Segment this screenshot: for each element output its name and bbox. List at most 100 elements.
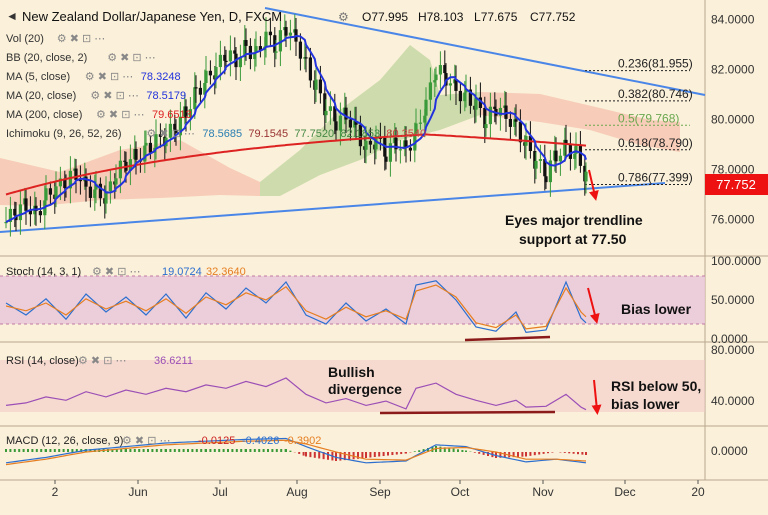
ohlc-l: L77.675 bbox=[474, 10, 518, 24]
candle-body bbox=[88, 186, 92, 198]
candle-body bbox=[568, 144, 572, 159]
x-axis-label: Dec bbox=[614, 485, 635, 499]
candle-body bbox=[134, 149, 138, 160]
candle-body bbox=[248, 45, 252, 60]
fib-level-label: 0.5(79.768) bbox=[618, 111, 679, 125]
indicator-value: 78.5685 bbox=[202, 128, 242, 140]
indicator-controls-icon[interactable]: ⚙ ✖ ⊡ ⋯ bbox=[107, 52, 155, 64]
candle-body bbox=[278, 30, 282, 52]
candle-body bbox=[94, 183, 98, 190]
candle-body bbox=[238, 57, 242, 68]
candle-body bbox=[223, 54, 227, 61]
collapse-arrow-icon[interactable]: ◄ bbox=[6, 9, 18, 23]
candle-body bbox=[123, 160, 127, 162]
candle-body bbox=[158, 134, 162, 137]
indicator-controls-icon[interactable]: ⚙ ✖ ⊡ ⋯ bbox=[96, 109, 144, 121]
macd-icons[interactable]: ⚙ ✖ ⊡ ⋯ bbox=[122, 435, 170, 447]
candle-body bbox=[538, 159, 542, 161]
candle-body bbox=[154, 134, 158, 148]
candle-body bbox=[143, 145, 147, 162]
candle-body bbox=[203, 83, 207, 95]
candle-body bbox=[258, 46, 262, 51]
indicator-value: 79.6513 bbox=[152, 109, 192, 121]
candle-body bbox=[118, 160, 122, 179]
candle-body bbox=[338, 115, 342, 131]
candle-body bbox=[554, 150, 558, 162]
candle-body bbox=[484, 124, 488, 129]
stoch-tick: 100.0000 bbox=[711, 254, 761, 268]
candle-body bbox=[178, 116, 182, 136]
indicator-controls-icon[interactable]: ⚙ ✖ ⊡ ⋯ bbox=[85, 71, 133, 83]
ascending-trendline[interactable] bbox=[0, 182, 666, 233]
candle-body bbox=[578, 145, 582, 166]
rsi-divergence-line[interactable] bbox=[379, 410, 556, 415]
candle-body bbox=[14, 215, 18, 221]
candle-body bbox=[148, 142, 152, 153]
indicator-controls-icon[interactable]: ⚙ ✖ ⊡ ⋯ bbox=[146, 128, 194, 140]
candle-body bbox=[214, 67, 218, 80]
macd-line bbox=[5, 437, 587, 464]
candle-body bbox=[314, 79, 318, 90]
candle-body bbox=[404, 140, 408, 148]
ichimoku-cloud-bear-2 bbox=[480, 92, 680, 152]
candle-body bbox=[274, 51, 278, 53]
indicator-value: 78.3248 bbox=[141, 71, 181, 83]
candle-body bbox=[68, 170, 72, 189]
divergence-note-line1: Bullish bbox=[328, 364, 375, 380]
candle-body bbox=[528, 136, 532, 152]
indicator-value: 79.1545 bbox=[248, 128, 288, 140]
macd-value-hist: -0.0125 bbox=[198, 435, 235, 447]
rsi-tick: 80.0000 bbox=[711, 343, 755, 357]
rsi-note-line1: RSI below 50, bbox=[611, 378, 701, 394]
candle-body bbox=[204, 70, 208, 84]
descending-trendline[interactable] bbox=[264, 7, 706, 96]
candle-body bbox=[104, 191, 108, 204]
macd-value-line: -0.4026 bbox=[242, 435, 279, 447]
x-axis-label: Jun bbox=[128, 485, 147, 499]
indicator-label: BB (20, close, 2) bbox=[6, 52, 87, 64]
x-axis-label: 2 bbox=[52, 485, 59, 499]
candle-body bbox=[63, 178, 67, 189]
candle-body bbox=[464, 89, 468, 93]
indicator-controls-icon[interactable]: ⚙ ✖ ⊡ ⋯ bbox=[57, 33, 105, 45]
candle-body bbox=[84, 176, 88, 187]
candle-body bbox=[208, 70, 212, 76]
price-down-arrow bbox=[588, 169, 599, 201]
last-price-label: 77.752 bbox=[716, 177, 756, 192]
candle-body bbox=[34, 205, 38, 212]
price-note-line1: Eyes major trendline bbox=[505, 212, 643, 228]
stoch-tick: 50.0000 bbox=[711, 293, 755, 307]
ohlc-h: H78.103 bbox=[418, 10, 464, 24]
candle-body bbox=[384, 156, 388, 162]
header-settings-icon[interactable]: ⚙ bbox=[338, 10, 349, 24]
candle-body bbox=[428, 82, 432, 100]
candle-body bbox=[168, 123, 172, 138]
x-axis-label: Jul bbox=[212, 485, 227, 499]
candle-body bbox=[548, 160, 552, 183]
stoch-icons[interactable]: ⚙ ✖ ⊡ ⋯ bbox=[92, 266, 140, 278]
candle-body bbox=[224, 60, 228, 63]
candle-body bbox=[434, 74, 438, 81]
rsi-line bbox=[5, 377, 587, 411]
candle-body bbox=[394, 137, 398, 150]
macd-value-signal: -0.3902 bbox=[284, 435, 321, 447]
indicator-controls-icon[interactable]: ⚙ ✖ ⊡ ⋯ bbox=[90, 90, 138, 102]
candle-body bbox=[543, 159, 547, 177]
price-note-line2: support at 77.50 bbox=[519, 231, 627, 247]
fib-level-label: 0.382(80.746) bbox=[618, 87, 693, 101]
price-tick-label: 78.0000 bbox=[711, 163, 755, 177]
stoch-overbought-band bbox=[0, 276, 705, 324]
stoch-divergence-line[interactable] bbox=[464, 335, 551, 342]
candle-body bbox=[233, 50, 237, 54]
candle-body bbox=[438, 65, 442, 75]
candle-body bbox=[408, 147, 412, 151]
candle-body bbox=[184, 106, 188, 118]
candle-body bbox=[54, 186, 58, 199]
candle-body bbox=[24, 198, 28, 211]
candle-body bbox=[284, 27, 288, 36]
ichimoku-cloud-bull bbox=[260, 45, 480, 196]
candle-body bbox=[564, 139, 568, 145]
candle-body bbox=[563, 139, 567, 156]
candle-body bbox=[508, 118, 512, 127]
rsi-icons[interactable]: ⚙ ✖ ⊡ ⋯ bbox=[78, 355, 126, 367]
